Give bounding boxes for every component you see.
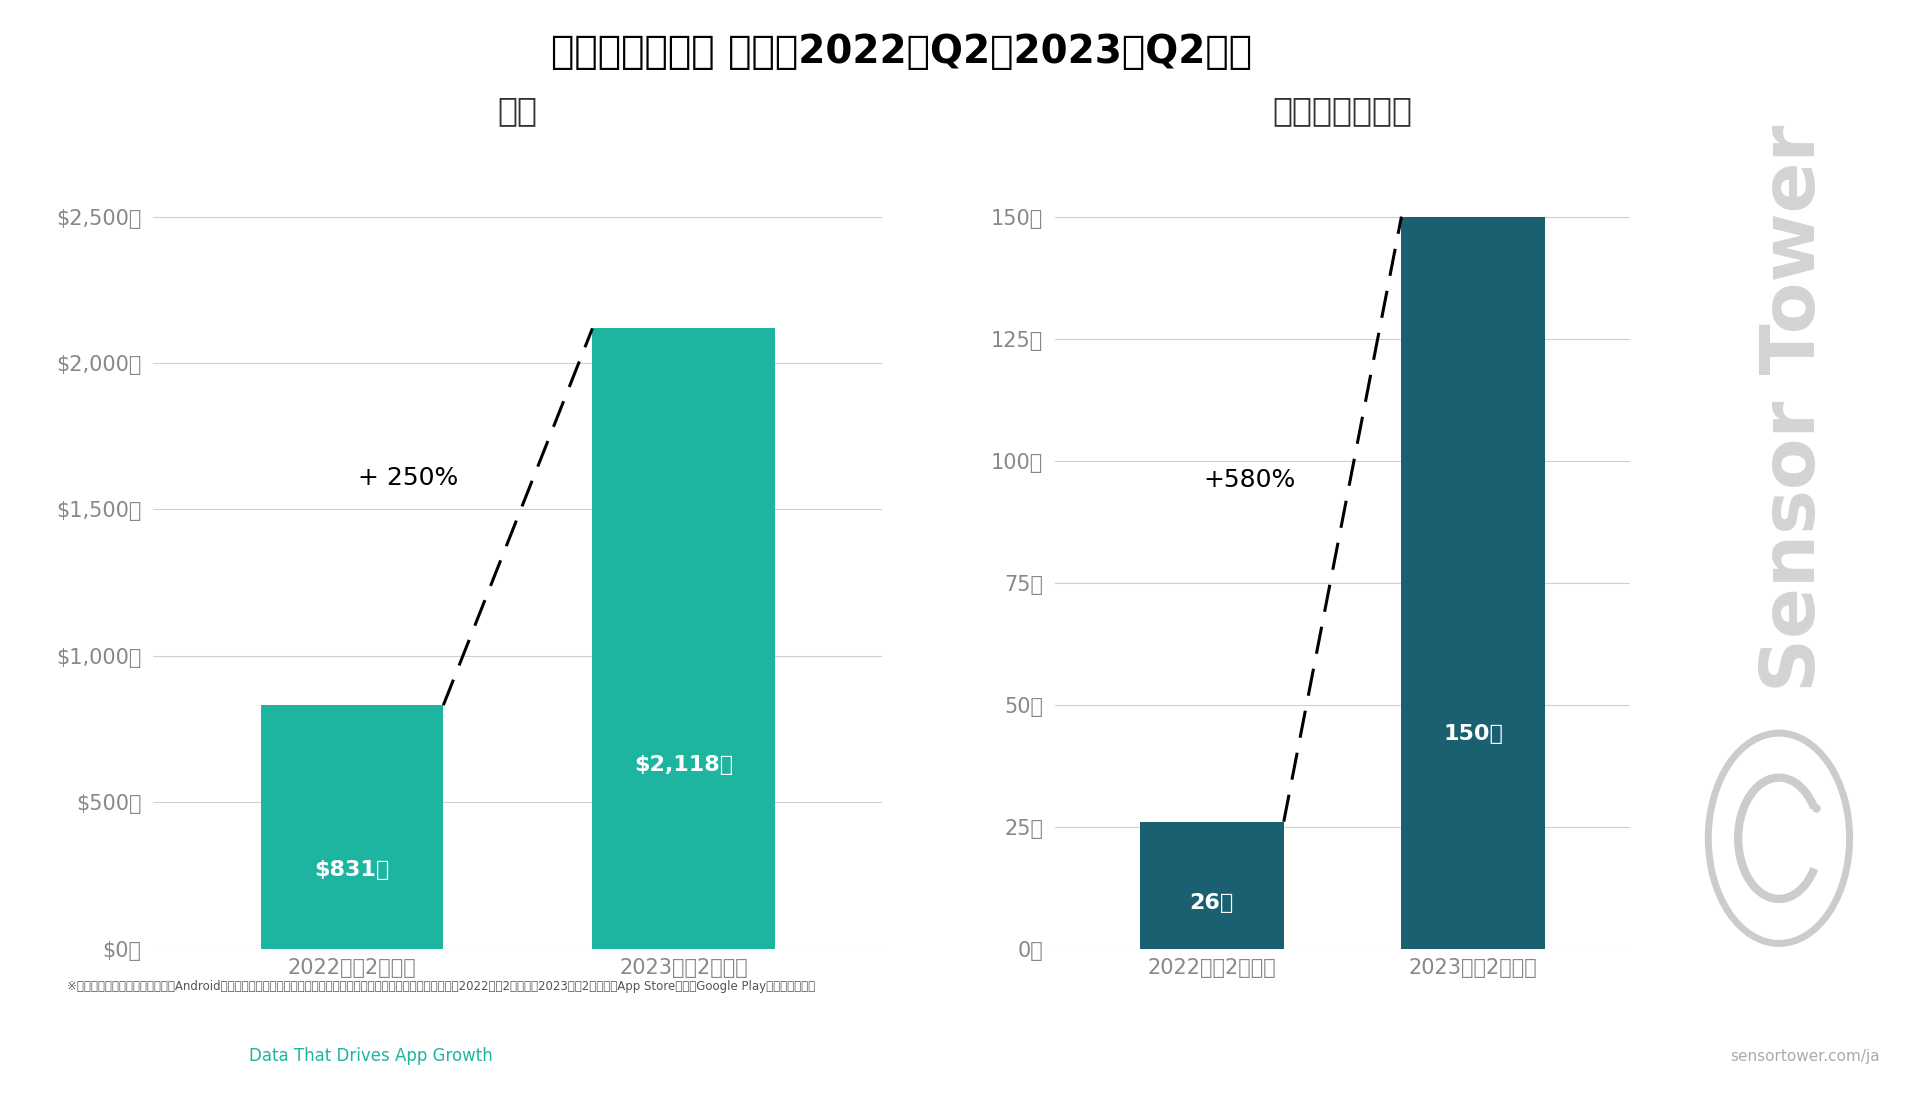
Bar bbox=[261, 705, 443, 949]
Text: 収益: 収益 bbox=[499, 94, 537, 127]
Text: 150万: 150万 bbox=[1444, 724, 1504, 743]
Text: + 250%: + 250% bbox=[359, 465, 458, 490]
Text: Tower: Tower bbox=[105, 1068, 171, 1086]
Bar bbox=[1139, 822, 1283, 949]
Text: ダウンロード数: ダウンロード数 bbox=[1274, 94, 1412, 127]
Text: 26万: 26万 bbox=[1189, 893, 1233, 913]
Text: Sensor: Sensor bbox=[105, 1032, 182, 1051]
Bar bbox=[593, 329, 775, 949]
Text: $2,118万: $2,118万 bbox=[635, 754, 733, 775]
Text: sensortower.com/ja: sensortower.com/ja bbox=[1730, 1049, 1880, 1063]
Text: +580%: +580% bbox=[1203, 468, 1295, 492]
Text: $831万: $831万 bbox=[315, 860, 389, 880]
Text: Data That Drives App Growth: Data That Drives App Growth bbox=[249, 1047, 493, 1065]
Text: ※データにはサードパーティーのAndroidマーケットデータは含まれておりません。収益およびダウンロード数予測は2022年第2四半期／2023年第2四半期のAp: ※データにはサードパーティーのAndroidマーケットデータは含まれておりません… bbox=[67, 979, 815, 993]
Text: ロイヤルマッチ 日本の2022年Q2と2023年Q2比較: ロイヤルマッチ 日本の2022年Q2と2023年Q2比較 bbox=[550, 33, 1252, 71]
Bar bbox=[1402, 216, 1546, 949]
Text: Sensor Tower: Sensor Tower bbox=[1757, 125, 1832, 692]
